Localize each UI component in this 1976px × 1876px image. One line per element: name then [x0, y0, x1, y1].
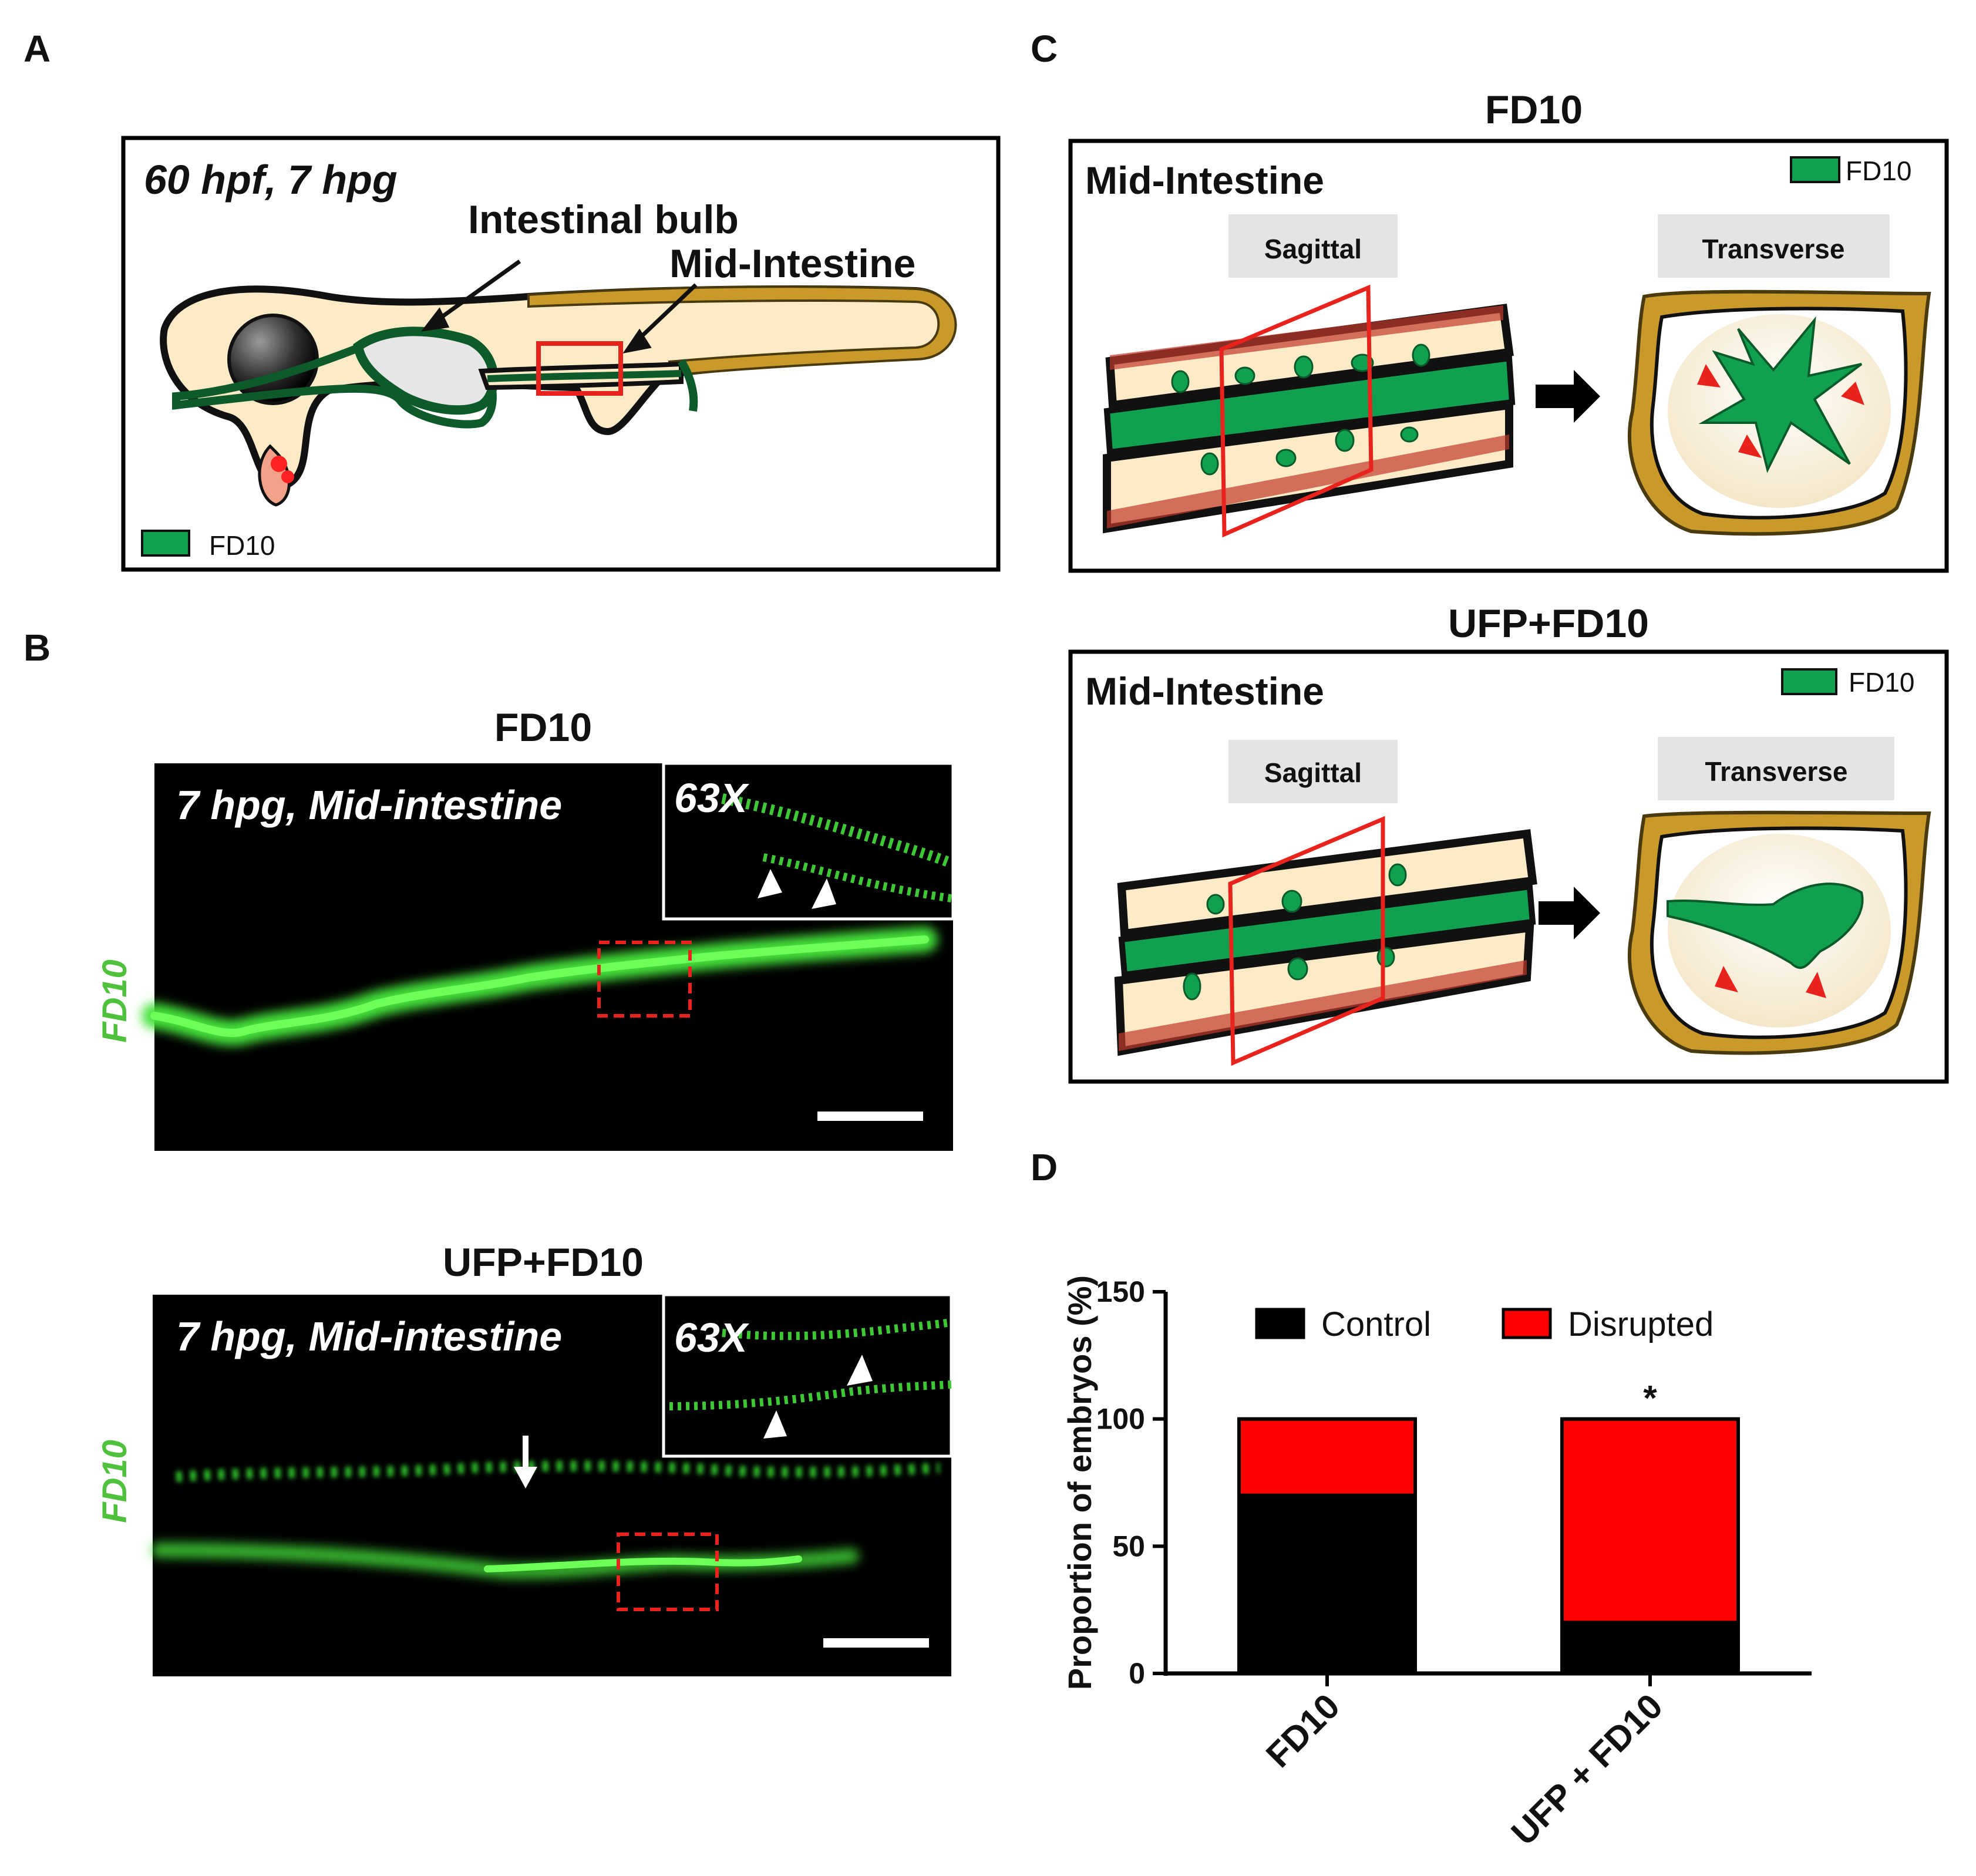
- bar-disrupted-1: [1237, 1417, 1417, 1497]
- legend-swatch-control: [1255, 1308, 1305, 1339]
- panel-a-letter: A: [23, 28, 51, 70]
- panel-c-bottom-sagittal-drawing: [1114, 816, 1537, 1066]
- legend-label-control: Control: [1321, 1305, 1431, 1343]
- bar-control-2: [1560, 1621, 1740, 1675]
- mid-intestine-roi-box: [536, 341, 623, 396]
- panel-c-bottom-arrow: [1539, 887, 1600, 939]
- y-tick-label: 150: [1096, 1275, 1145, 1308]
- panel-b-bottom-side-label: FD10: [96, 1440, 134, 1523]
- panel-d-letter: D: [1031, 1146, 1058, 1188]
- panel-c-bottom-sagittal-tag: [1228, 740, 1398, 803]
- panel-c-bottom-title: UFP+FD10: [1448, 601, 1649, 646]
- legend-label-disrupted: Disrupted: [1568, 1305, 1714, 1343]
- y-tick-label: 50: [1112, 1530, 1145, 1562]
- panel-b-bottom-overlay-text: 7 hpg, Mid-intestine: [176, 1313, 562, 1359]
- panel-c-top-box-label: Mid-Intestine: [1085, 159, 1324, 202]
- panel-c-bottom-transverse-drawing: [1627, 810, 1931, 1055]
- panel-b-bottom-title: UFP+FD10: [443, 1240, 644, 1285]
- bar-disrupted-2: [1560, 1417, 1740, 1625]
- panel-c-top-arrow: [1536, 370, 1600, 423]
- panel-c-top-transverse-label: Transverse: [1702, 234, 1845, 264]
- panel-b-top-inset-text: 63X: [674, 775, 750, 821]
- stage-text: 60 hpf, 7 hpg: [144, 157, 398, 203]
- panel-c-letter: C: [1031, 28, 1058, 70]
- panel-c-top-title: FD10: [1485, 87, 1583, 132]
- panel-b-top-side-label: FD10: [96, 959, 134, 1043]
- panel-a-legend-swatch: [141, 530, 190, 557]
- panel-c-bottom-sagittal-label: Sagittal: [1264, 757, 1362, 788]
- y-tick-label: 0: [1129, 1657, 1145, 1690]
- micrograph-top: [142, 762, 955, 1151]
- panel-c-bottom-legend-swatch: [1781, 668, 1837, 695]
- panel-c-top-sagittal-drawing: [1103, 284, 1516, 538]
- intestinal-bulb-label: Intestinal bulb: [468, 197, 739, 242]
- bar-control-1: [1237, 1493, 1417, 1676]
- panel-c-top-sagittal-tag: [1228, 214, 1398, 278]
- y-tick-label: 100: [1096, 1403, 1145, 1436]
- panel-a-legend-label: FD10: [209, 530, 275, 561]
- panel-c-bottom-legend-label: FD10: [1849, 667, 1914, 698]
- significance-asterisk: *: [1643, 1379, 1657, 1418]
- panel-b-top-title: FD10: [494, 705, 592, 750]
- panel-b-letter: B: [23, 627, 51, 669]
- zebrafish-embryo-illustration: [160, 285, 957, 507]
- y-axis-title: Proportion of embryos (%): [1061, 1275, 1098, 1690]
- mid-intestine-label: Mid-Intestine: [669, 241, 915, 286]
- panel-c-top-transverse-tag: [1658, 214, 1890, 278]
- panel-c-top-legend-label: FD10: [1846, 156, 1911, 186]
- panel-c-bottom-transverse-label: Transverse: [1705, 756, 1848, 787]
- panel-c-top-legend-swatch: [1790, 156, 1840, 183]
- x-category-label: UFP + FD10: [1504, 1686, 1671, 1853]
- panel-b-top-overlay-text: 7 hpg, Mid-intestine: [176, 782, 562, 828]
- x-category-label: FD10: [1258, 1686, 1347, 1775]
- micrograph-bottom: [151, 1293, 953, 1676]
- panel-b-bottom-inset-text: 63X: [674, 1315, 750, 1360]
- panel-c-bottom-box-label: Mid-Intestine: [1085, 669, 1324, 713]
- panel-c-bottom-transverse-tag: [1658, 737, 1894, 800]
- panel-c-top-sagittal-label: Sagittal: [1264, 234, 1362, 264]
- panel-c-top-transverse-drawing: [1627, 289, 1931, 536]
- legend-swatch-disrupted: [1502, 1308, 1552, 1339]
- annotation-arrows: [421, 260, 698, 354]
